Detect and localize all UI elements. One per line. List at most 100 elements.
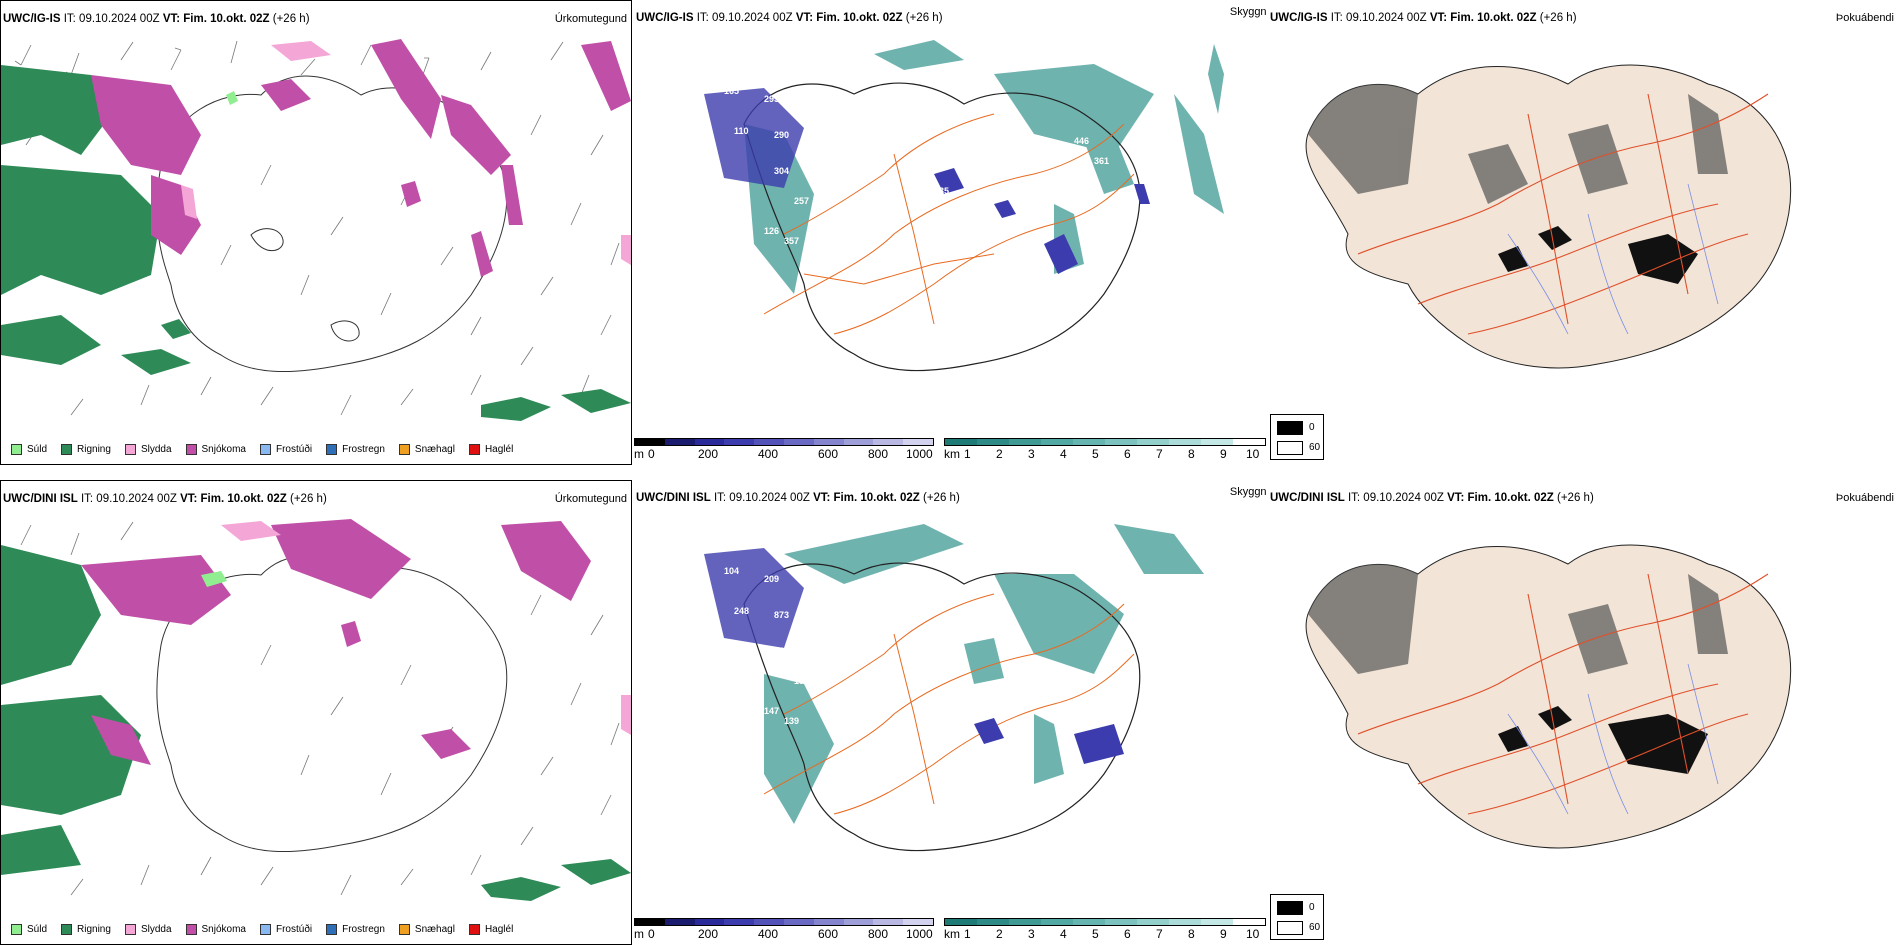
vt-label: VT: [1447,492,1465,504]
sleet-areas [221,521,631,735]
legend-item-frostudi: Frostúði [259,443,312,455]
legend-item-sudd: Súld [11,923,47,935]
colorbar-segment [843,919,874,925]
colorbar-segment [843,439,874,445]
colorbar-tick: 7 [1156,447,1163,461]
legend-swatch [259,443,271,455]
colorbar-tick: 9 [1220,447,1227,461]
colorbar-segment [977,439,1009,445]
it-value: 09.10.2024 00Z [1346,12,1427,24]
panel-title: Skyggni [1229,486,1266,498]
legend-item-snjokoma: Snjókoma [185,923,246,935]
colorbar-segment [1041,919,1073,925]
cloud-height-label: 209 [764,574,779,584]
legend-swatch [1277,441,1303,455]
colorbar-segment [1105,439,1137,445]
fog-map [1305,544,1792,849]
legend-item-haglel: Haglél [468,443,513,455]
cloud-height-label: 365 [804,586,819,596]
colorbar-tick: 3 [1028,447,1035,461]
cloud-height-label: 108 [1134,151,1149,161]
island-outline [743,562,1141,852]
legend-swatch [11,923,22,935]
cloud-height-label: 126 [764,226,779,236]
legend-label: Rigning [77,443,111,455]
legend-item-slydda: Slydda [124,923,172,935]
precip-type-panel: UWC/IG-IS IT: 09.10.2024 00Z VT: Fim. 10… [0,0,632,465]
legend-swatch [11,443,22,455]
panel-title: Þokuábendi [1835,492,1894,504]
forecast-row-dini: UWC/DINI ISL IT: 09.10.2024 00Z VT: Fim.… [0,480,1900,950]
cloud-height-label: 243 [774,646,789,656]
fog-indicator-panel: UWC/DINI ISL IT: 09.10.2024 00Z VT: Fim.… [1268,480,1900,950]
it-value: 09.10.2024 00Z [712,12,793,24]
drizzle-areas [226,91,238,105]
panel-title: Þokuábendi [1835,12,1894,24]
legend-label: Snjókoma [201,923,246,935]
lead-time: (+26 h) [905,12,943,24]
cloud-height-label: 257 [794,196,809,206]
fog-map [1305,64,1792,369]
legend-label: 0 [1309,422,1315,433]
forecast-row-igis: UWC/IG-IS IT: 09.10.2024 00Z VT: Fim. 10… [0,0,1900,470]
precip-type-panel: UWC/DINI ISL IT: 09.10.2024 00Z VT: Fim.… [0,480,632,945]
colorbar-segment [635,439,665,445]
cloud-height-label: 139 [784,716,799,726]
legend-swatch [1277,421,1303,435]
road-network [1357,573,1769,815]
cloud-map: 165 295 230 110 290 214 304 257 126 357 135 446 361 1… [704,40,1224,372]
cloud-height-label: 165 [724,86,739,96]
cloud-height-label: 122 [1114,226,1129,236]
legend-item-frostregn: Frostregn [326,923,385,935]
fog-legend: 0 60 [1270,414,1324,460]
legend-swatch [61,443,73,455]
colorbar-segment [1169,439,1201,445]
lead-time: (+26 h) [1557,492,1594,504]
model-name: UWC/DINI ISL [3,493,78,505]
colorbar-tick: 5 [1092,927,1099,941]
cloud-height-label: 357 [784,236,799,246]
colorbar-segment [1137,919,1169,925]
it-value: 09.10.2024 00Z [96,493,177,505]
it-label: IT: [1347,492,1361,504]
panel-title: Úrkomutegund [554,493,627,505]
colorbar-segment [903,919,933,925]
fog-dense [1498,706,1708,774]
vt-label: VT: [162,13,181,25]
river-network [1507,663,1719,815]
cloud-height-label: 248 [734,606,749,616]
colorbar-segment [724,439,755,445]
model-name: UWC/IG-IS [636,12,694,24]
panel-header: UWC/DINI ISL IT: 09.10.2024 00Z VT: Fim.… [1270,492,1594,504]
lead-time: (+26 h) [290,493,327,505]
colorbar-tick: 8 [1188,927,1195,941]
cloud-height-label: 177 [774,286,789,296]
it-value: 09.10.2024 00Z [79,13,160,25]
model-name: UWC/DINI ISL [1270,492,1345,504]
colorbar-tick: 600 [818,927,839,941]
low-cloud-areas [704,88,1150,274]
colorbar-tick: 2 [996,927,1003,941]
colorbar-tick: 6 [1124,927,1131,941]
cloud-height-label: 290 [774,130,789,140]
legend-item-sudd: Súld [11,443,47,455]
colorbar-segment [1233,439,1265,445]
cloud-height-label: 223 [1094,246,1109,256]
river-network [1507,183,1719,335]
cloud-height-label: 230 [804,106,819,116]
vt-label: VT: [795,12,814,24]
legend-swatch [468,923,480,935]
legend-swatch [61,923,73,935]
colorbar-segment [1073,439,1105,445]
colorbar-tick: 200 [698,447,719,461]
low-cloud-areas [704,548,1124,764]
cloud-height-label: 446 [1074,136,1089,146]
colorbar-segment [783,919,814,925]
cloud-height-label: 295 [764,94,779,104]
legend-label: Haglél [484,923,514,935]
colorbar-segment [1041,439,1073,445]
colorbar-tick: 800 [868,447,889,461]
cloud-height-labels: 104 209 365 248 873 815 243 191 147 139 126 [724,566,949,726]
legend-label: Slydda [140,923,172,935]
legend-label: Snjókoma [201,443,246,455]
